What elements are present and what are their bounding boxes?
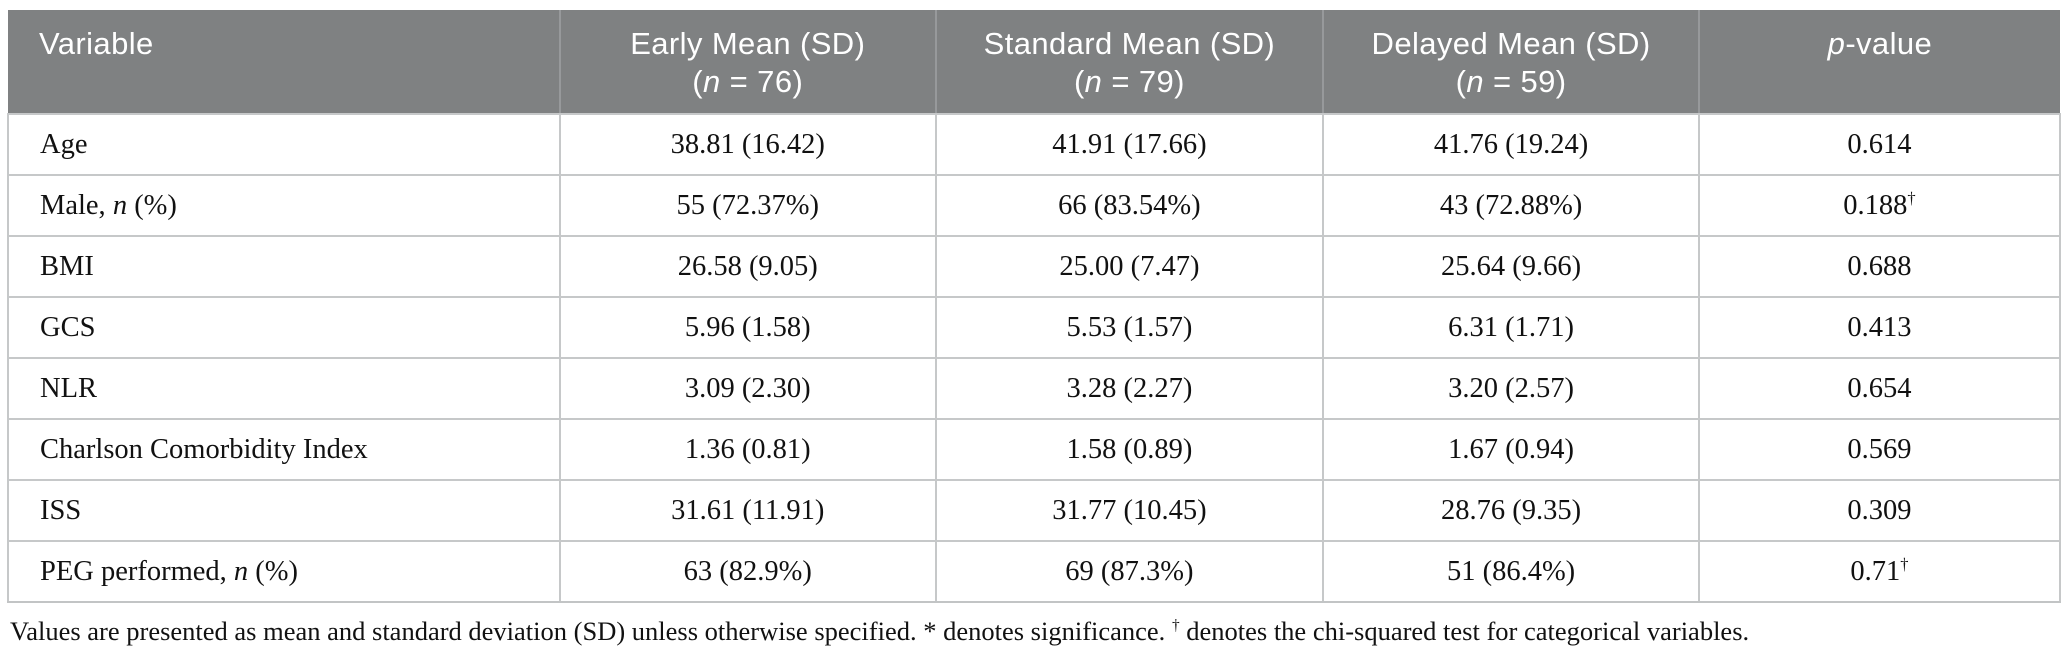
column-header-p-value: p-value [1697, 10, 2060, 115]
table-row: Male, n (%) 55 (72.37%) 66 (83.54%) 43 (… [7, 174, 2062, 237]
early-cell: 26.58 (9.05) [558, 235, 937, 298]
standard-cell: 25.00 (7.47) [934, 235, 1325, 298]
standard-cell: 69 (87.3%) [934, 540, 1325, 603]
table-header: Variable Early Mean (SD) (n = 76) Standa… [8, 10, 2060, 115]
table-row: BMI 26.58 (9.05) 25.00 (7.47) 25.64 (9.6… [7, 235, 2062, 298]
table-row: GCS 5.96 (1.58) 5.53 (1.57) 6.31 (1.71) … [7, 296, 2062, 359]
column-header-early: Early Mean (SD) (n = 76) [558, 10, 936, 115]
dagger-superscript: † [1900, 554, 1909, 573]
standard-cell: 41.91 (17.66) [934, 113, 1325, 176]
p-value-cell: 0.188† [1697, 174, 2062, 237]
delayed-cell: 41.76 (19.24) [1322, 113, 1700, 176]
patient-characteristics-table: Variable Early Mean (SD) (n = 76) Standa… [7, 10, 2062, 603]
variable-cell: PEG performed, n (%) [7, 540, 561, 603]
header-row: Variable Early Mean (SD) (n = 76) Standa… [8, 10, 2060, 115]
p-value-cell: 0.569 [1697, 418, 2062, 481]
dagger-symbol: † [1171, 617, 1180, 635]
table-row: ISS 31.61 (11.91) 31.77 (10.45) 28.76 (9… [7, 479, 2062, 542]
dagger-superscript: † [1907, 188, 1916, 207]
delayed-cell: 3.20 (2.57) [1322, 357, 1700, 420]
p-value-cell: 0.71† [1697, 540, 2062, 603]
header-line2: (n = 59) [1455, 63, 1567, 99]
delayed-cell: 1.67 (0.94) [1322, 418, 1700, 481]
variable-cell: NLR [7, 357, 561, 420]
table-row: Age 38.81 (16.42) 41.91 (17.66) 41.76 (1… [7, 113, 2062, 176]
table-footnote: Values are presented as mean and standar… [10, 616, 1750, 646]
table-row: PEG performed, n (%) 63 (82.9%) 69 (87.3… [7, 540, 2062, 603]
delayed-cell: 43 (72.88%) [1322, 174, 1700, 237]
p-value-cell: 0.309 [1697, 479, 2062, 542]
early-cell: 55 (72.37%) [558, 174, 937, 237]
delayed-cell: 25.64 (9.66) [1322, 235, 1700, 298]
header-line2: (n = 79) [1073, 63, 1185, 99]
variable-cell: Age [7, 113, 561, 176]
p-value-cell: 0.413 [1697, 296, 2062, 359]
column-header-standard: Standard Mean (SD) (n = 79) [934, 10, 1324, 115]
standard-cell: 3.28 (2.27) [934, 357, 1325, 420]
early-cell: 1.36 (0.81) [558, 418, 937, 481]
early-cell: 63 (82.9%) [558, 540, 937, 603]
standard-cell: 1.58 (0.89) [934, 418, 1325, 481]
early-cell: 38.81 (16.42) [558, 113, 937, 176]
table-row: Charlson Comorbidity Index 1.36 (0.81) 1… [7, 418, 2062, 481]
header-line1: Early Mean (SD) [630, 26, 866, 61]
header-line1: Delayed Mean (SD) [1371, 26, 1651, 61]
standard-cell: 31.77 (10.45) [934, 479, 1325, 542]
variable-cell: ISS [7, 479, 561, 542]
table-row: NLR 3.09 (2.30) 3.28 (2.27) 3.20 (2.57) … [7, 357, 2062, 420]
column-header-delayed: Delayed Mean (SD) (n = 59) [1322, 10, 1699, 115]
column-header-variable: Variable [8, 10, 560, 115]
variable-cell: BMI [7, 235, 561, 298]
header-line2: (n = 76) [692, 63, 804, 99]
early-cell: 31.61 (11.91) [558, 479, 937, 542]
delayed-cell: 6.31 (1.71) [1322, 296, 1700, 359]
header-label: Variable [39, 26, 154, 61]
variable-cell: Male, n (%) [7, 174, 561, 237]
variable-cell: Charlson Comorbidity Index [7, 418, 561, 481]
p-value-cell: 0.688 [1697, 235, 2062, 298]
delayed-cell: 51 (86.4%) [1322, 540, 1700, 603]
table-body: Age 38.81 (16.42) 41.91 (17.66) 41.76 (1… [7, 113, 2062, 603]
early-cell: 5.96 (1.58) [558, 296, 937, 359]
p-value-cell: 0.614 [1697, 113, 2062, 176]
header-line1: Standard Mean (SD) [983, 26, 1276, 61]
variable-cell: GCS [7, 296, 561, 359]
p-value-cell: 0.654 [1697, 357, 2062, 420]
delayed-cell: 28.76 (9.35) [1322, 479, 1700, 542]
early-cell: 3.09 (2.30) [558, 357, 937, 420]
standard-cell: 66 (83.54%) [934, 174, 1325, 237]
standard-cell: 5.53 (1.57) [934, 296, 1325, 359]
